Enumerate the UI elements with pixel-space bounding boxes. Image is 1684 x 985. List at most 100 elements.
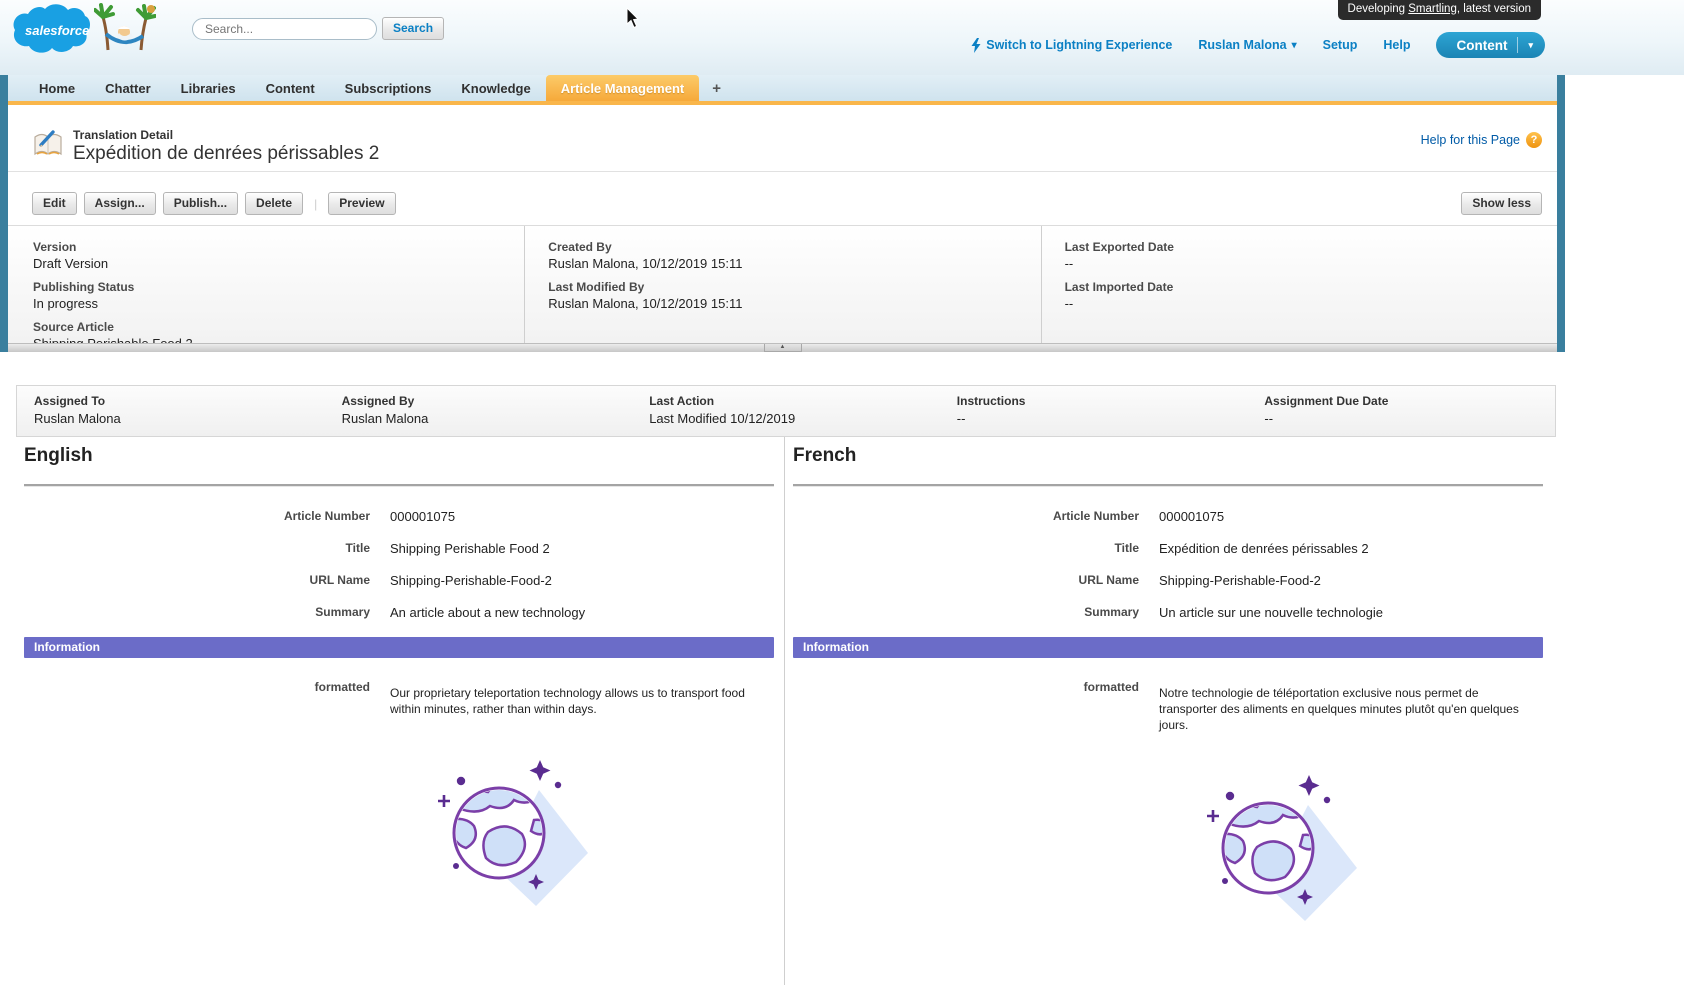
- company-logo: [93, 3, 157, 62]
- title-label: Title: [345, 541, 370, 555]
- salesforce-logo: salesforce: [10, 2, 92, 63]
- summary-label: Summary: [315, 605, 370, 619]
- page-title-block: Translation Detail Expédition de denrées…: [32, 128, 379, 165]
- collapse-handle[interactable]: ▲: [763, 344, 802, 352]
- delete-button[interactable]: Delete: [245, 192, 304, 215]
- help-for-this-page-link[interactable]: Help for this Page ?: [1421, 132, 1542, 148]
- tab-bar: Home Chatter Libraries Content Subscript…: [8, 75, 1557, 101]
- article-number-label: Article Number: [1052, 509, 1139, 523]
- page-type-label: Translation Detail: [73, 128, 174, 142]
- user-menu[interactable]: Ruslan Malona ▾: [1198, 38, 1297, 52]
- global-header: salesforce Search Developing Smartling, …: [0, 0, 1684, 75]
- assigned-by-value: Ruslan Malona: [341, 411, 429, 426]
- palm-hammock-icon: [93, 3, 157, 51]
- last-action-value: Last Modified 10/12/2019: [649, 411, 796, 426]
- tab-knowledge[interactable]: Knowledge: [461, 80, 531, 96]
- help-link-top[interactable]: Help: [1383, 38, 1411, 52]
- add-tab-button[interactable]: +: [712, 79, 722, 97]
- pill-divider: [1517, 37, 1519, 53]
- header-nav: Switch to Lightning Experience Ruslan Ma…: [971, 32, 1545, 58]
- french-translation-column: French Article Number 000001075 Title Ex…: [793, 437, 1543, 923]
- tab-libraries[interactable]: Libraries: [180, 80, 236, 96]
- edit-button[interactable]: Edit: [32, 192, 77, 215]
- collapse-arrow-icon: ▲: [779, 344, 786, 350]
- toolbar-separator: |: [314, 196, 318, 211]
- assigned-to-label: Assigned To: [34, 394, 106, 408]
- formatted-label: formatted: [314, 680, 370, 694]
- information-section-header: Information: [24, 637, 774, 658]
- chevron-down-icon: ▾: [1528, 39, 1533, 50]
- detail-column-2: Created By Ruslan Malona, 10/12/2019 15:…: [524, 226, 1040, 343]
- title-value: Expédition de denrées périssables 2: [1159, 541, 1369, 556]
- sparkles-icon: [452, 759, 561, 890]
- instructions-label: Instructions: [956, 394, 1026, 408]
- globe-illustration: [437, 759, 588, 906]
- header-search: Search: [192, 17, 445, 40]
- sparkles-icon: [1221, 775, 1330, 906]
- last-imported-date-label: Last Imported Date: [1064, 280, 1174, 294]
- english-translation-column: English Article Number 000001075 Title S…: [24, 437, 774, 908]
- formatted-text: Notre technologie de téléportation exclu…: [1159, 686, 1519, 732]
- detail-column-1: Version Draft Version Publishing Status …: [8, 226, 524, 351]
- badge-suffix: , latest version: [1456, 3, 1531, 15]
- created-by-label: Created By: [548, 240, 612, 254]
- chevron-down-icon: ▾: [1291, 39, 1297, 51]
- created-by-value: Ruslan Malona, 10/12/2019 15:11: [548, 256, 743, 271]
- show-less-button[interactable]: Show less: [1461, 192, 1542, 215]
- source-article-label: Source Article: [33, 320, 114, 334]
- url-name-value: Shipping-Perishable-Food-2: [1159, 573, 1321, 588]
- assigned-by-label: Assigned By: [341, 394, 415, 408]
- assignment-due-date-value: --: [1264, 411, 1274, 426]
- detail-column-3: Last Exported Date -- Last Imported Date…: [1040, 226, 1557, 343]
- setup-link[interactable]: Setup: [1322, 38, 1358, 52]
- record-toolbar: Edit Assign... Publish... Delete | Previ…: [32, 192, 396, 215]
- formatted-label: formatted: [1083, 680, 1139, 694]
- switch-to-lightning-link[interactable]: Switch to Lightning Experience: [971, 37, 1172, 53]
- last-modified-by-label: Last Modified By: [548, 280, 645, 294]
- search-button[interactable]: Search: [382, 17, 445, 40]
- language-heading-english: English: [24, 445, 93, 466]
- summary-value: Un article sur une nouvelle technologie: [1159, 605, 1384, 620]
- summary-label: Summary: [1084, 605, 1139, 619]
- assigned-to-value: Ruslan Malona: [34, 411, 121, 426]
- language-heading-french: French: [793, 445, 857, 466]
- tab-subscriptions[interactable]: Subscriptions: [344, 80, 432, 96]
- url-name-label: URL Name: [1078, 573, 1139, 587]
- preview-button[interactable]: Preview: [328, 192, 396, 215]
- globe-illustration: [1206, 775, 1357, 922]
- tab-content[interactable]: Content: [265, 80, 315, 96]
- tab-home[interactable]: Home: [39, 80, 76, 96]
- instructions-value: --: [956, 411, 966, 426]
- language-rule: [793, 484, 1543, 487]
- assignment-due-date-label: Assignment Due Date: [1264, 394, 1389, 408]
- assignment-panel: Assigned To Ruslan Malona Assigned By Ru…: [16, 385, 1556, 437]
- translation-detail-panel: Version Draft Version Publishing Status …: [8, 225, 1557, 351]
- language-columns-divider: [784, 437, 785, 985]
- tab-chatter[interactable]: Chatter: [105, 80, 151, 96]
- page-frame: Home Chatter Libraries Content Subscript…: [0, 75, 1565, 352]
- last-exported-date-value: --: [1064, 256, 1074, 271]
- app-menu-content[interactable]: Content ▾: [1436, 32, 1545, 58]
- badge-brand-link[interactable]: Smartling: [1408, 3, 1457, 15]
- publish-button[interactable]: Publish...: [162, 192, 239, 215]
- article-book-icon: [34, 130, 62, 156]
- search-input[interactable]: [192, 17, 377, 40]
- version-label: Version: [33, 240, 77, 254]
- article-number-value: 000001075: [1159, 509, 1225, 524]
- assign-button[interactable]: Assign...: [83, 192, 156, 215]
- article-number-label: Article Number: [283, 509, 370, 523]
- article-number-value: 000001075: [390, 509, 456, 524]
- url-name-label: URL Name: [309, 573, 370, 587]
- last-exported-date-label: Last Exported Date: [1064, 240, 1174, 254]
- tab-article-management-active[interactable]: Article Management: [545, 75, 700, 101]
- page-title: Expédition de denrées périssables 2: [73, 143, 380, 164]
- last-action-label: Last Action: [649, 394, 715, 408]
- section-collapse-bar: ▲: [8, 343, 1557, 352]
- salesforce-cloud-icon: salesforce: [13, 4, 91, 53]
- developing-version-badge: Developing Smartling, latest version: [1337, 0, 1541, 20]
- page-header-section: Translation Detail Expédition de denrées…: [8, 105, 1557, 351]
- lightning-bolt-icon: [971, 37, 981, 53]
- badge-prefix: Developing: [1347, 3, 1409, 15]
- help-question-icon: ?: [1526, 132, 1542, 148]
